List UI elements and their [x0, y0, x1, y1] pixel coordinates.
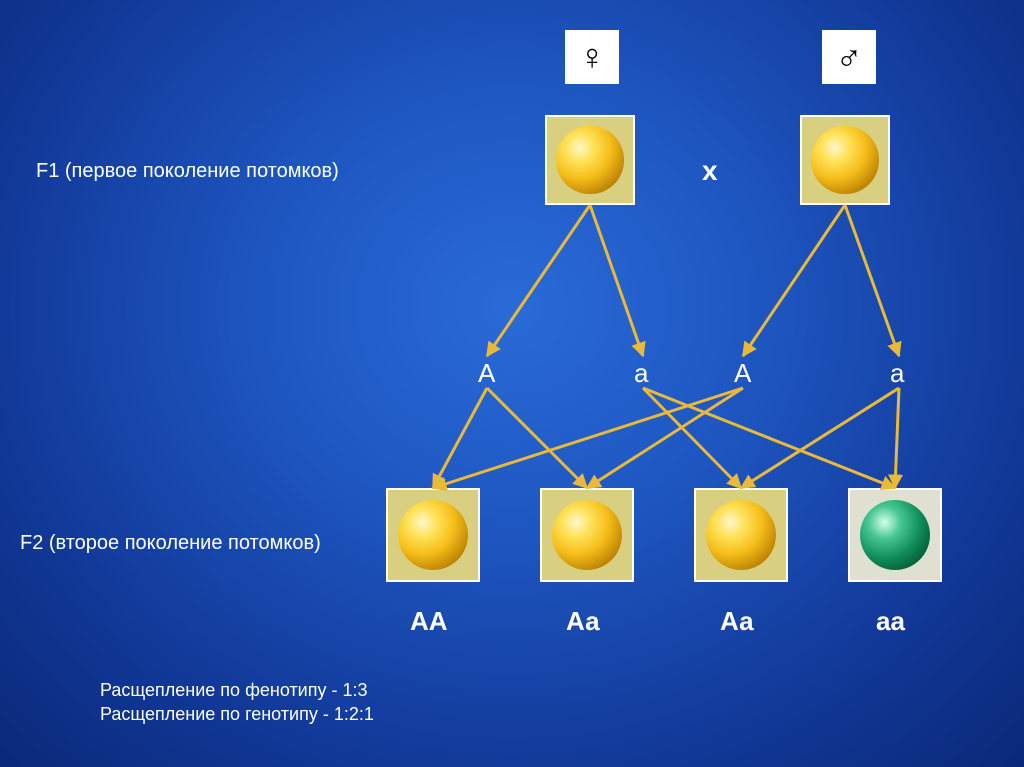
pea-ball: [860, 500, 930, 570]
f1-label: F1 (первое поколение потомков): [36, 160, 339, 183]
f2-geno-2: Аа: [566, 606, 600, 637]
f2-label: F2 (второе поколение потомков): [20, 532, 321, 555]
gamete-3: А: [734, 358, 751, 389]
pea-p-female: [545, 115, 635, 205]
gamete-4: а: [890, 358, 904, 389]
diagram-stage: ♀ ♂ F1 (первое поколение потомков) F2 (в…: [0, 0, 1024, 767]
male-glyph: ♂: [836, 36, 863, 78]
ratio-genotype: Расщепление по генотипу - 1:2:1: [100, 704, 374, 725]
pea-ball: [552, 500, 622, 570]
female-glyph: ♀: [579, 36, 606, 78]
pea-f2-2: [540, 488, 634, 582]
pea-f2-3: [694, 488, 788, 582]
ratio-phenotype: Расщепление по фенотипу - 1:3: [100, 680, 368, 701]
cross-label: х: [702, 155, 718, 187]
gamete-1: А: [478, 358, 495, 389]
pea-ball: [398, 500, 468, 570]
pea-ball: [556, 126, 623, 193]
pea-f2-1: [386, 488, 480, 582]
f2-geno-1: АА: [410, 606, 448, 637]
pea-ball: [811, 126, 878, 193]
f2-geno-4: аа: [876, 606, 905, 637]
f2-geno-3: Аа: [720, 606, 754, 637]
female-symbol: ♀: [565, 30, 619, 84]
pea-p-male: [800, 115, 890, 205]
gamete-2: а: [634, 358, 648, 389]
pea-f2-4: [848, 488, 942, 582]
male-symbol: ♂: [822, 30, 876, 84]
pea-ball: [706, 500, 776, 570]
